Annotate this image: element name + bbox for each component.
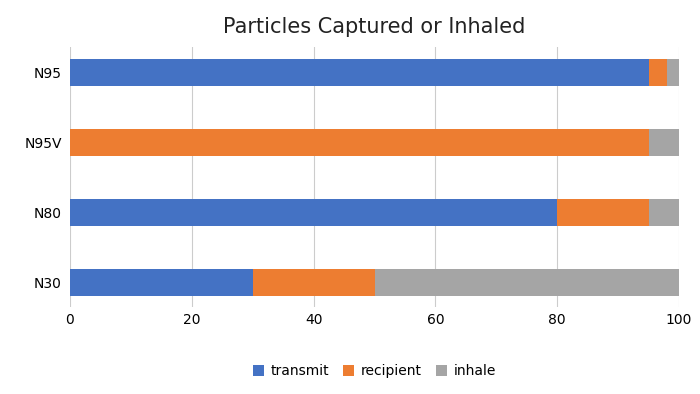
Bar: [648, 129, 679, 156]
Title: Particles Captured or Inhaled: Particles Captured or Inhaled: [223, 17, 526, 37]
Bar: [70, 269, 253, 296]
Bar: [70, 59, 648, 85]
Bar: [648, 59, 667, 85]
Bar: [70, 129, 648, 156]
Bar: [648, 199, 679, 225]
Bar: [253, 269, 374, 296]
Bar: [374, 269, 679, 296]
Legend: transmit, recipient, inhale: transmit, recipient, inhale: [247, 359, 502, 384]
Bar: [667, 59, 679, 85]
Bar: [557, 199, 649, 225]
Bar: [70, 199, 557, 225]
